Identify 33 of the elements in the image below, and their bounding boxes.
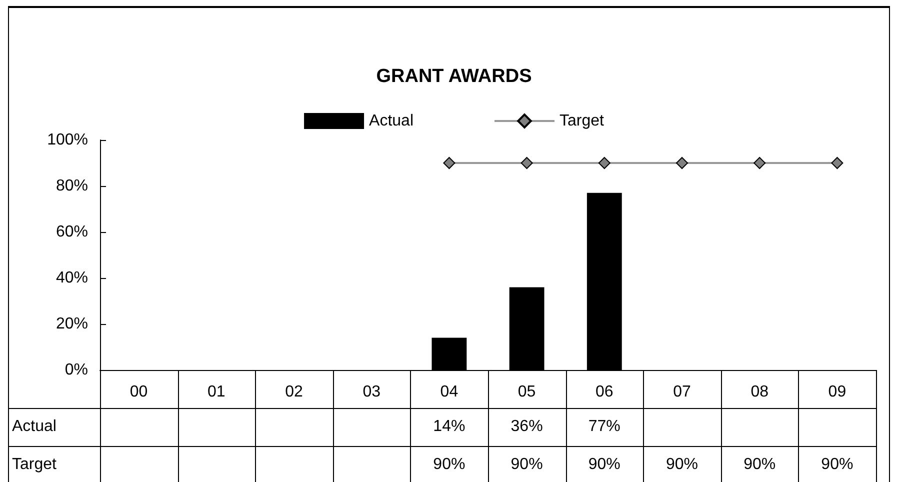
text: Target: [12, 456, 56, 473]
bar: [586, 192, 622, 370]
x-tick-label: 09: [828, 384, 846, 400]
y-tick-label: 80%: [56, 178, 88, 194]
y-tick-label: 20%: [56, 316, 88, 332]
data-label: 90%: [820, 455, 854, 475]
y-tick-label: 100%: [47, 132, 88, 148]
x-tick-label: 01: [208, 384, 226, 400]
data-label: 90%: [432, 455, 466, 475]
data-label: 14%: [432, 417, 466, 437]
data-label: 90%: [664, 455, 699, 475]
x-tick-label: 06: [596, 384, 614, 400]
y-tick-label: 60%: [56, 224, 88, 240]
bar: [432, 338, 467, 370]
y-tick-label: 0%: [64, 362, 88, 378]
data-label: 90%: [510, 455, 544, 475]
chart-title: GRANT AWARDS: [376, 66, 532, 87]
data-label: 90%: [587, 455, 622, 475]
data-label: 90%: [742, 455, 777, 475]
x-tick-label: 04: [440, 384, 458, 400]
y-tick-label: 40%: [56, 270, 88, 286]
x-tick-label: 00: [130, 384, 148, 400]
x-tick-label: 05: [518, 384, 536, 400]
bar: [509, 287, 544, 370]
text: Actual: [12, 418, 56, 435]
x-tick-label: 07: [673, 384, 691, 400]
legend-label: Target: [560, 112, 605, 130]
data-label: 36%: [510, 417, 544, 437]
data-label: 77%: [587, 417, 622, 437]
x-tick-label: 03: [362, 384, 381, 400]
legend-label: Actual: [369, 112, 414, 130]
x-tick-label: 08: [750, 384, 769, 400]
x-tick-label: 02: [285, 384, 303, 400]
